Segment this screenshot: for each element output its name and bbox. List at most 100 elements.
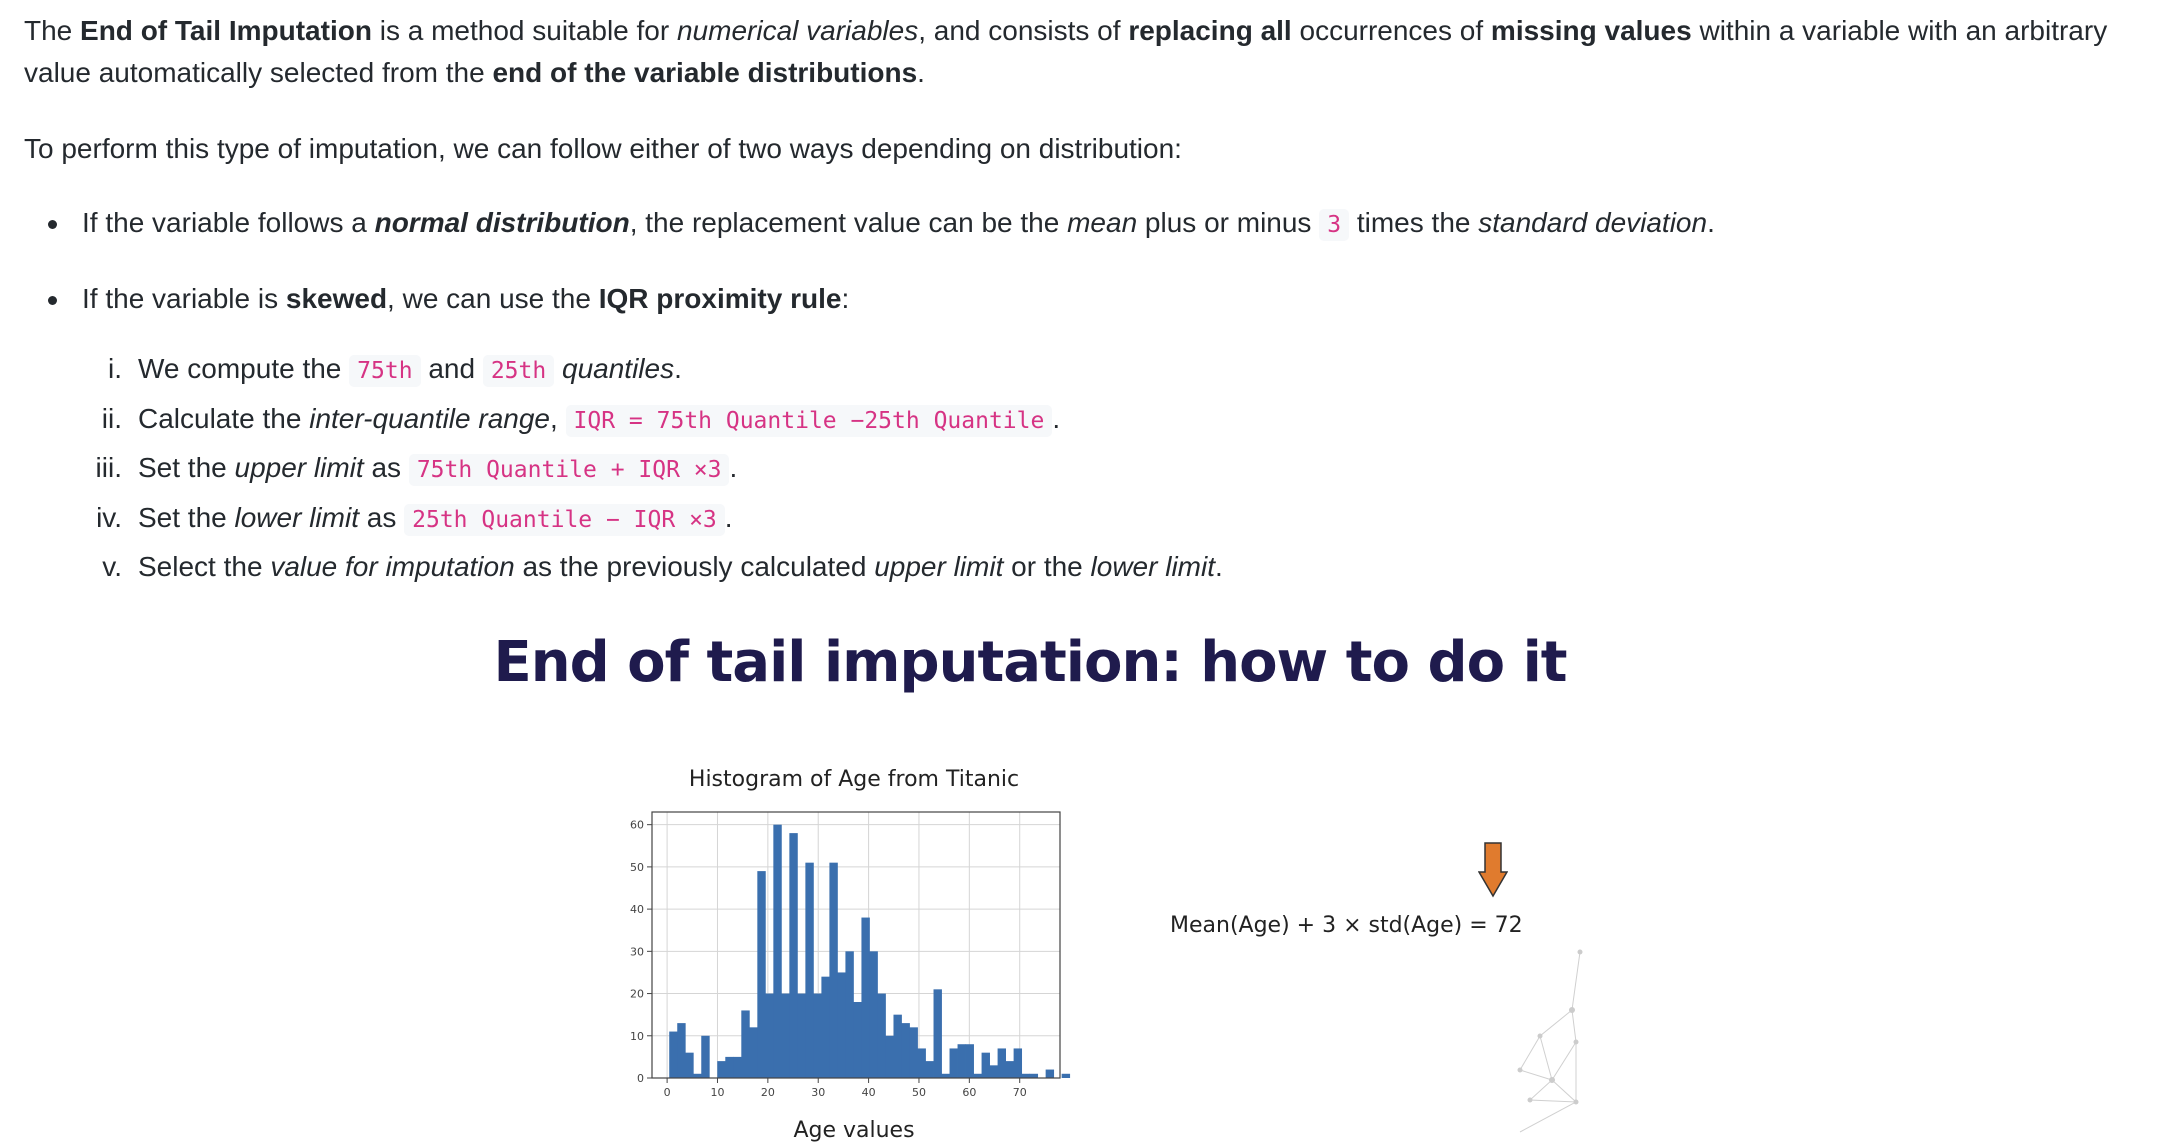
term-skewed: skewed: [285, 283, 388, 314]
text: and: [420, 353, 483, 384]
text: Set the: [138, 501, 235, 533]
text: as: [363, 452, 409, 483]
text: , we can use the: [387, 283, 599, 314]
chart-x-axis-label: Age values: [793, 1118, 915, 1143]
text: .: [1215, 551, 1223, 582]
inline-code: 25th: [482, 355, 555, 387]
intro-paragraph: The End of Tail Imputation is a method s…: [24, 10, 2144, 94]
x-tick-label: 10: [710, 1086, 724, 1099]
step-number: v.: [102, 551, 122, 582]
y-tick-label: 50: [630, 861, 644, 874]
age-histogram: 0 10 20 30 40 50 60 70 0 10 20 30 40 50 60: [630, 811, 1071, 1099]
step-number: iii.: [95, 452, 122, 483]
histogram-bar: [725, 1056, 734, 1078]
text: If the variable is: [82, 283, 286, 314]
histogram-bar: [1061, 1073, 1071, 1078]
text: [554, 353, 562, 384]
histogram-bar: [877, 993, 886, 1078]
term-numerical-variables: numerical variables: [676, 15, 919, 46]
term-upper-limit: upper limit: [234, 452, 364, 483]
histogram-bar: [765, 993, 774, 1078]
histogram-bar: [861, 917, 870, 1078]
y-tick-label: 30: [630, 945, 644, 958]
histogram-bar: [989, 1065, 998, 1078]
histogram-bar: [693, 1073, 702, 1078]
step-number: iv.: [96, 501, 122, 533]
histogram-bar: [741, 1010, 750, 1078]
x-tick-label: 30: [811, 1086, 825, 1099]
y-tick-label: 10: [630, 1030, 644, 1043]
histogram-bar: [901, 1023, 910, 1078]
histogram-bar: [853, 1002, 862, 1078]
bullet-normal-distribution: If the variable follows a normal distrib…: [24, 202, 2144, 246]
histogram-bar: [1021, 1073, 1031, 1078]
step-item: iv. Set the lower limit as 25th Quantile …: [24, 497, 2144, 547]
x-tick-label: 0: [664, 1086, 671, 1099]
document-body: The End of Tail Imputation is a method s…: [24, 10, 2144, 596]
histogram-bar: [757, 871, 766, 1078]
histogram-bar: [965, 1044, 974, 1078]
term-imputation-value: value for imputation: [270, 551, 515, 582]
text: as: [358, 501, 405, 533]
y-tick-label: 20: [630, 988, 644, 1001]
histogram-bar: [773, 824, 782, 1078]
text: :: [841, 283, 850, 314]
text: as the previously calculated: [514, 551, 875, 582]
text: Select the: [138, 551, 271, 582]
x-tick-label: 40: [862, 1086, 876, 1099]
term-mean: mean: [1067, 207, 1138, 238]
text: plus or minus: [1137, 207, 1320, 238]
inline-code: 3: [1319, 209, 1350, 241]
x-tick-label: 20: [761, 1086, 775, 1099]
step-number: i.: [108, 353, 122, 384]
lead-paragraph: To perform this type of imputation, we c…: [24, 133, 1182, 164]
text: Calculate the: [138, 402, 310, 434]
x-tick-label: 60: [962, 1086, 976, 1099]
histogram-bar: [957, 1044, 966, 1078]
histogram-bar: [789, 833, 798, 1078]
histogram-bar: [805, 862, 814, 1078]
x-tick-label: 50: [912, 1086, 926, 1099]
text: is a method suitable for: [371, 15, 677, 46]
histogram-bar: [749, 1027, 758, 1078]
text: .: [1707, 207, 1715, 238]
text: .: [729, 452, 738, 483]
y-tick-label: 0: [637, 1072, 644, 1085]
network-decoration: [1517, 949, 1583, 1133]
step-item: i. We compute the 75th and 25th quantiles…: [24, 348, 2144, 398]
histogram-bar: [669, 1031, 678, 1078]
histogram-bar: [701, 1035, 710, 1078]
chart-title: Histogram of Age from Titanic: [688, 767, 1020, 792]
step-item: ii. Calculate the inter-quantile range, I…: [24, 398, 2144, 448]
histogram-bar: [845, 951, 854, 1078]
text: If the variable follows a: [82, 207, 375, 238]
histogram-bar: [813, 993, 822, 1078]
text: times the: [1349, 207, 1479, 238]
histogram-bar: [837, 972, 846, 1078]
methods-list: If the variable follows a normal distrib…: [24, 202, 2144, 320]
histogram-bar: [933, 989, 942, 1078]
term-end-of-distributions: end of the variable distributions: [492, 57, 918, 88]
plot-frame: [651, 811, 1061, 1079]
histogram-bar: [821, 976, 830, 1078]
term-iqr-rule: IQR proximity rule: [598, 283, 842, 314]
term-upper-limit: upper limit: [874, 551, 1004, 582]
term-lower-limit: lower limit: [1090, 551, 1216, 582]
term-replacing-all: replacing all: [1128, 15, 1292, 46]
term-normal-distribution: normal distribution: [374, 207, 630, 238]
histogram-bar: [1029, 1073, 1039, 1078]
text: The: [24, 15, 81, 46]
histogram-bar: [949, 1048, 958, 1078]
down-arrow-icon: [1478, 842, 1508, 898]
histogram-bar: [997, 1048, 1006, 1078]
text: , and consists of: [918, 15, 1129, 46]
y-tick-label: 60: [630, 819, 644, 832]
histogram-bar: [677, 1023, 686, 1078]
histogram-bar: [1045, 1069, 1055, 1078]
histogram-bar: [893, 1014, 902, 1078]
bullet-skewed: If the variable is skewed, we can use th…: [24, 278, 2144, 320]
histogram-bar: [797, 993, 806, 1078]
text: We compute the: [138, 353, 350, 384]
formula-text: Mean(Age) + 3 × std(Age) = 72: [1170, 913, 1523, 938]
term-lower-limit: lower limit: [234, 501, 359, 533]
